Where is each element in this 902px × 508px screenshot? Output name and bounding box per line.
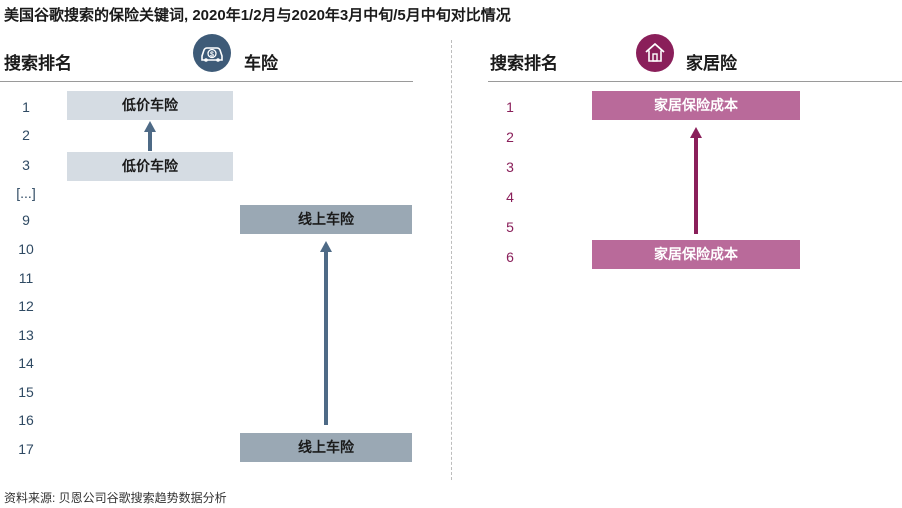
svg-text:$: $: [210, 52, 214, 59]
rank-up-arrow: [320, 241, 332, 425]
left-rank-label: 15: [18, 384, 34, 400]
left-rank-label: 3: [22, 157, 30, 173]
left-rank-label: 13: [18, 327, 34, 343]
right-header-rule: [488, 81, 902, 82]
right-category-label: 家居险: [686, 54, 737, 73]
rank-up-arrow: [690, 127, 702, 234]
house-icon: [636, 34, 674, 72]
left-rank-label: 16: [18, 412, 34, 428]
left-rank-label: 17: [18, 441, 34, 457]
left-rank-label: 11: [18, 270, 34, 286]
right-rank-label: 2: [506, 129, 514, 145]
left-rank-label: 9: [22, 212, 30, 228]
right-rank-header: 搜索排名: [490, 54, 558, 73]
right-rank-label: 1: [506, 99, 514, 115]
left-rank-header: 搜索排名: [4, 54, 72, 73]
keyword-box-before: 线上车险: [240, 432, 412, 462]
keyword-box-after: 低价车险: [67, 90, 233, 120]
left-rank-label: 2: [22, 127, 30, 143]
left-category-label: 车险: [244, 54, 278, 73]
chart-title: 美国谷歌搜索的保险关键词, 2020年1/2月与2020年3月中旬/5月中旬对比…: [4, 7, 511, 24]
keyword-box-after: 家居保险成本: [592, 90, 800, 120]
left-rank-label: 14: [18, 355, 34, 371]
car-dollar-icon: $: [193, 34, 231, 72]
keyword-box-after: 线上车险: [240, 204, 412, 234]
right-rank-label: 5: [506, 219, 514, 235]
keyword-box-before: 家居保险成本: [592, 239, 800, 269]
panel-divider: [451, 40, 452, 480]
right-rank-label: 3: [506, 159, 514, 175]
left-header-rule: [0, 81, 413, 82]
rank-up-arrow: [144, 121, 156, 151]
right-rank-label: 4: [506, 189, 514, 205]
left-rank-label: 1: [22, 99, 30, 115]
left-rank-label: 12: [18, 298, 34, 314]
left-rank-label: 10: [18, 241, 34, 257]
keyword-box-before: 低价车险: [67, 151, 233, 181]
source-note: 资料来源: 贝恩公司谷歌搜索趋势数据分析: [4, 491, 227, 505]
left-rank-label: [...]: [16, 185, 36, 201]
right-rank-label: 6: [506, 249, 514, 265]
